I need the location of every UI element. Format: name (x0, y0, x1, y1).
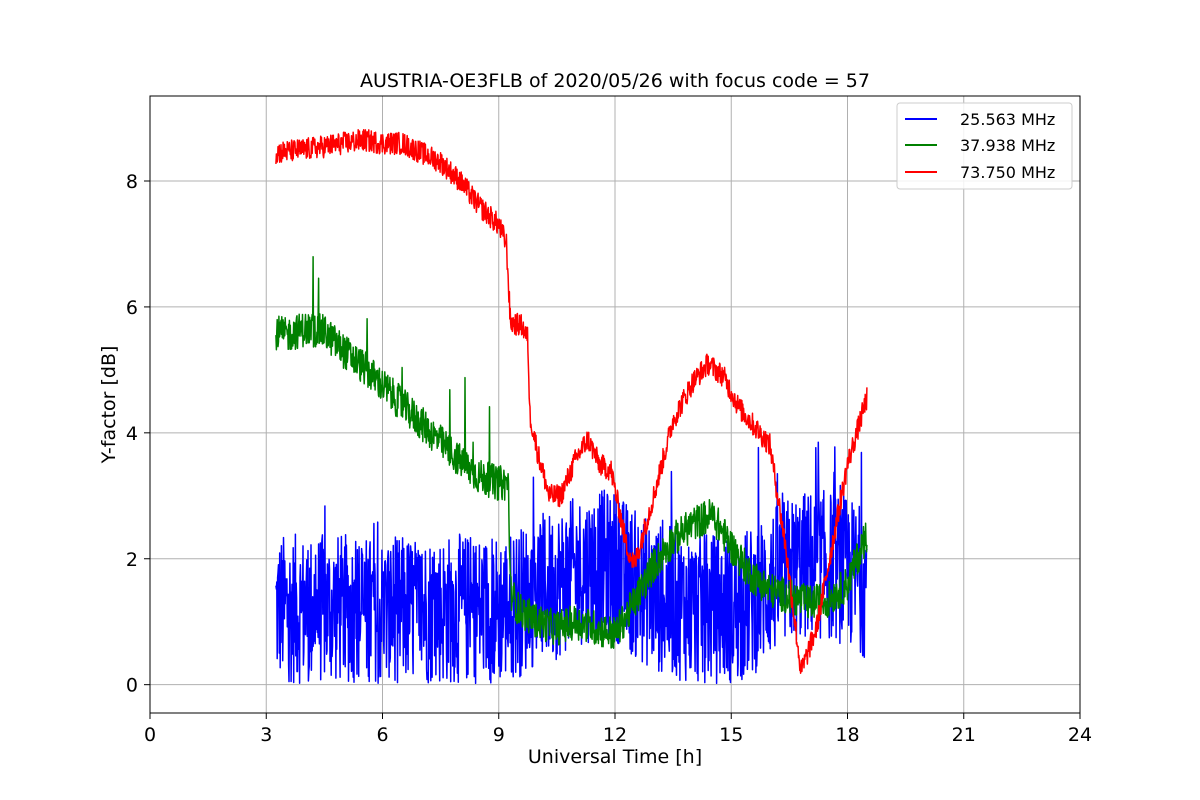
y-tick-label: 4 (126, 423, 138, 445)
series-line-73-750-mhz (275, 129, 868, 674)
x-axis-label: Universal Time [h] (528, 746, 702, 768)
legend: 25.563 MHz 37.938 MHz 73.750 MHz (896, 102, 1073, 190)
plot-area (275, 129, 868, 685)
x-tick-label: 3 (260, 724, 272, 746)
legend-entry-37-938-mhz: 37.938 MHz (960, 136, 1055, 155)
legend-entry-25-563-mhz: 25.563 MHz (960, 110, 1055, 129)
legend-box (896, 102, 1073, 190)
y-axis-label: Y-factor [dB] (98, 346, 120, 465)
x-tick-label: 18 (835, 724, 859, 746)
y-tick-label: 8 (126, 171, 138, 193)
legend-entry-73-750-mhz: 73.750 MHz (960, 163, 1055, 182)
chart-title: AUSTRIA-OE3FLB of 2020/05/26 with focus … (360, 70, 870, 92)
y-tick-label: 0 (126, 675, 138, 697)
x-tick-label: 15 (719, 724, 743, 746)
y-tick-label: 2 (126, 549, 138, 571)
x-tick-label: 21 (952, 724, 976, 746)
x-tick-label: 0 (144, 724, 156, 746)
x-tick-label: 12 (603, 724, 627, 746)
series-line-37-938-mhz (275, 255, 868, 649)
series-group (275, 129, 868, 685)
x-tick-label: 9 (493, 724, 505, 746)
x-tick-label: 24 (1068, 724, 1092, 746)
y-axis: 0 2 4 6 8 (126, 171, 150, 697)
y-tick-label: 6 (126, 297, 138, 319)
x-axis: 0 3 6 9 12 15 18 21 24 (144, 713, 1092, 746)
series-line-25-563-mhz (275, 441, 868, 685)
x-tick-label: 6 (376, 724, 388, 746)
